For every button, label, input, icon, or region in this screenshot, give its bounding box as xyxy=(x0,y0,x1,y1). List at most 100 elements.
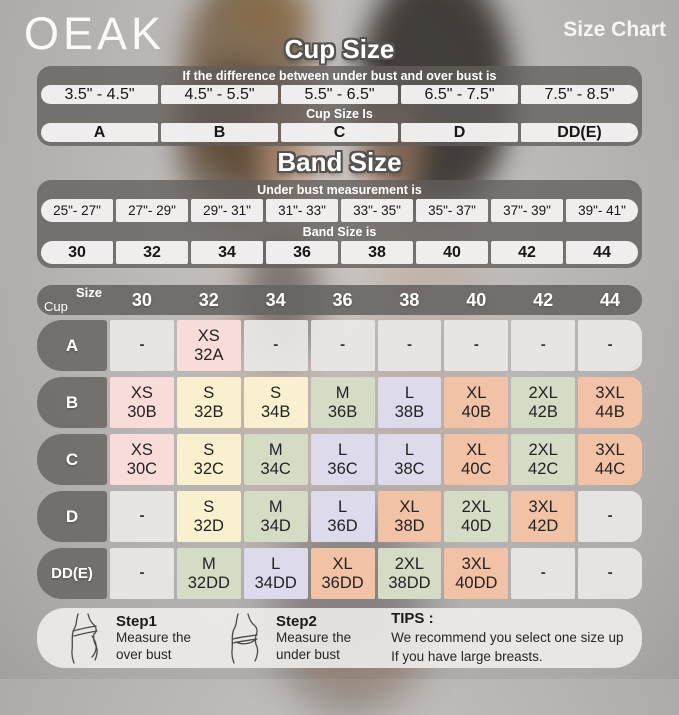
size-cell-C-40: XL 40C xyxy=(444,434,509,485)
step1-block: Step1 Measure the over bust xyxy=(65,612,191,664)
band-number-cell: 44 xyxy=(566,241,638,264)
size-cell-DD(E)-44: - xyxy=(578,548,642,599)
cup-letter-cell: A xyxy=(41,123,158,142)
step2-label: Step2 xyxy=(276,613,317,631)
size-cell-DD(E)-30: - xyxy=(110,548,174,599)
cup-difference-cell: 3.5" - 4.5" xyxy=(41,85,158,104)
size-cell-A-42: - xyxy=(511,320,576,371)
matrix-header-bar: Size Cup 30 32 34 36 38 40 42 44 xyxy=(37,285,642,315)
size-cell-DD(E)-32: M 32DD xyxy=(176,548,241,599)
size-cell-A-38: - xyxy=(377,320,442,371)
band-number-cell: 30 xyxy=(41,241,113,264)
size-cell-B-44: 3XL 44B xyxy=(578,377,642,428)
underbust-range-cell: 33"- 35" xyxy=(341,199,413,222)
tips-block: TIPS : We recommend you select one size … xyxy=(391,610,623,665)
tips-line1: We recommend you select one size up xyxy=(391,630,624,646)
size-cell-A-34: - xyxy=(243,320,308,371)
size-cell-A-36: - xyxy=(310,320,375,371)
underbust-range-cell: 35"- 37" xyxy=(416,199,488,222)
underbust-range-cell: 37"- 39" xyxy=(491,199,563,222)
size-cell-D-38: XL 38D xyxy=(377,491,442,542)
step2-text: Step2 Measure the under bust xyxy=(276,613,351,662)
size-cell-C-30: XS 30C xyxy=(110,434,174,485)
page-title: Size Chart xyxy=(563,18,666,41)
underbust-range-cell: 31"- 33" xyxy=(266,199,338,222)
size-cell-B-42: 2XL 42B xyxy=(511,377,576,428)
matrix-row-C: C XS 30C S 32C M 34C L 36C L 38C XL 40C 2XL 42C 3XL 44C xyxy=(37,434,642,485)
size-cell-B-40: XL 40B xyxy=(444,377,509,428)
size-cell-DD(E)-38: 2XL 38DD xyxy=(377,548,442,599)
matrix-column-header: 34 xyxy=(265,289,286,310)
step2-line1: Measure the xyxy=(276,630,352,646)
band-number-cell: 32 xyxy=(116,241,188,264)
matrix-row-header: B xyxy=(37,377,107,428)
size-cell-D-40: 2XL 40D xyxy=(444,491,509,542)
corner-size-label: Size xyxy=(75,285,102,300)
size-cell-C-32: S 32C xyxy=(176,434,241,485)
matrix-row-header: A xyxy=(37,320,107,371)
size-cell-DD(E)-42: - xyxy=(511,548,576,599)
cup-letters-row: A B C D DD(E) xyxy=(41,123,638,142)
size-cell-C-36: L 36C xyxy=(310,434,375,485)
tips-line2: If you have large breasts. xyxy=(391,648,543,664)
size-cell-A-30: - xyxy=(110,320,174,371)
band-number-cell: 38 xyxy=(341,241,413,264)
size-cell-D-32: S 32D xyxy=(176,491,241,542)
brand-logo: OEAK xyxy=(24,8,166,59)
size-cell-DD(E)-36: XL 36DD xyxy=(310,548,375,599)
size-cell-B-32: S 32B xyxy=(176,377,241,428)
matrix-row-header: D xyxy=(37,491,107,542)
size-cell-D-44: - xyxy=(578,491,642,542)
size-cell-A-44: - xyxy=(578,320,642,371)
size-cell-D-34: M 34D xyxy=(243,491,308,542)
cup-letter-cell: DD(E) xyxy=(521,123,638,142)
band-numbers-row: 30 32 34 36 38 40 42 44 xyxy=(41,241,638,264)
cup-size-title: Cup Size xyxy=(284,34,395,64)
underbust-range-cell: 29"- 31" xyxy=(191,199,263,222)
step1-line1: Measure the xyxy=(116,630,192,646)
matrix-corner-cell: Size Cup xyxy=(37,285,107,315)
matrix-row-D: D - S 32D M 34D L 36D XL 38D 2XL 40D 3XL 42D - xyxy=(37,491,642,542)
size-cell-C-42: 2XL 42C xyxy=(511,434,576,485)
size-cell-DD(E)-40: 3XL 40DD xyxy=(444,548,509,599)
step1-line2: over bust xyxy=(116,646,172,662)
cup-condition-label: If the difference between under bust and… xyxy=(182,69,497,83)
cup-letter-cell: C xyxy=(281,123,398,142)
step2-block: Step2 Measure the under bust xyxy=(225,612,351,664)
step2-line2: under bust xyxy=(276,646,340,662)
matrix-column-header: 32 xyxy=(198,289,219,310)
matrix-row-DD(E): DD(E) - M 32DD L 34DD XL 36DD 2XL 38DD 3XL 40DD - - xyxy=(37,548,642,599)
size-cell-A-32: XS 32A xyxy=(176,320,241,371)
size-cell-B-36: M 36B xyxy=(310,377,375,428)
measure-guide-bar: Step1 Measure the over bust Step2 Measur… xyxy=(37,608,642,668)
step1-label: Step1 xyxy=(116,613,157,631)
cup-size-table: If the difference between under bust and… xyxy=(37,66,642,146)
size-cell-D-30: - xyxy=(110,491,174,542)
band-number-cell: 36 xyxy=(266,241,338,264)
matrix-column-header: 42 xyxy=(533,289,554,310)
size-cell-DD(E)-34: L 34DD xyxy=(243,548,308,599)
band-result-label: Band Size is xyxy=(302,225,377,239)
band-size-title: Band Size xyxy=(277,147,402,177)
matrix-row-B: B XS 30B S 32B S 34B M 36B L 38B XL 40B 2XL 42B 3XL 44B xyxy=(37,377,642,428)
size-cell-C-38: L 38C xyxy=(377,434,442,485)
measuring-over-bust-icon xyxy=(65,612,107,664)
matrix-row-A: A - XS 32A - - - - - - xyxy=(37,320,642,371)
matrix-row-header: DD(E) xyxy=(37,548,107,599)
underbust-range-cell: 39"- 41" xyxy=(566,199,638,222)
cup-difference-cell: 7.5" - 8.5" xyxy=(521,85,638,104)
size-cell-B-30: XS 30B xyxy=(110,377,174,428)
matrix-column-header: 36 xyxy=(332,289,353,310)
cup-letter-cell: B xyxy=(161,123,278,142)
band-number-cell: 34 xyxy=(191,241,263,264)
band-number-cell: 42 xyxy=(491,241,563,264)
matrix-column-header: 38 xyxy=(399,289,420,310)
band-number-cell: 40 xyxy=(416,241,488,264)
measuring-under-bust-icon xyxy=(225,612,267,664)
cup-result-label: Cup Size Is xyxy=(306,107,373,121)
cup-difference-cell: 5.5" - 6.5" xyxy=(281,85,398,104)
corner-cup-label: Cup xyxy=(44,299,68,314)
cup-difference-cell: 4.5" - 5.5" xyxy=(161,85,278,104)
matrix-row-header: C xyxy=(37,434,107,485)
size-cell-C-34: M 34C xyxy=(243,434,308,485)
